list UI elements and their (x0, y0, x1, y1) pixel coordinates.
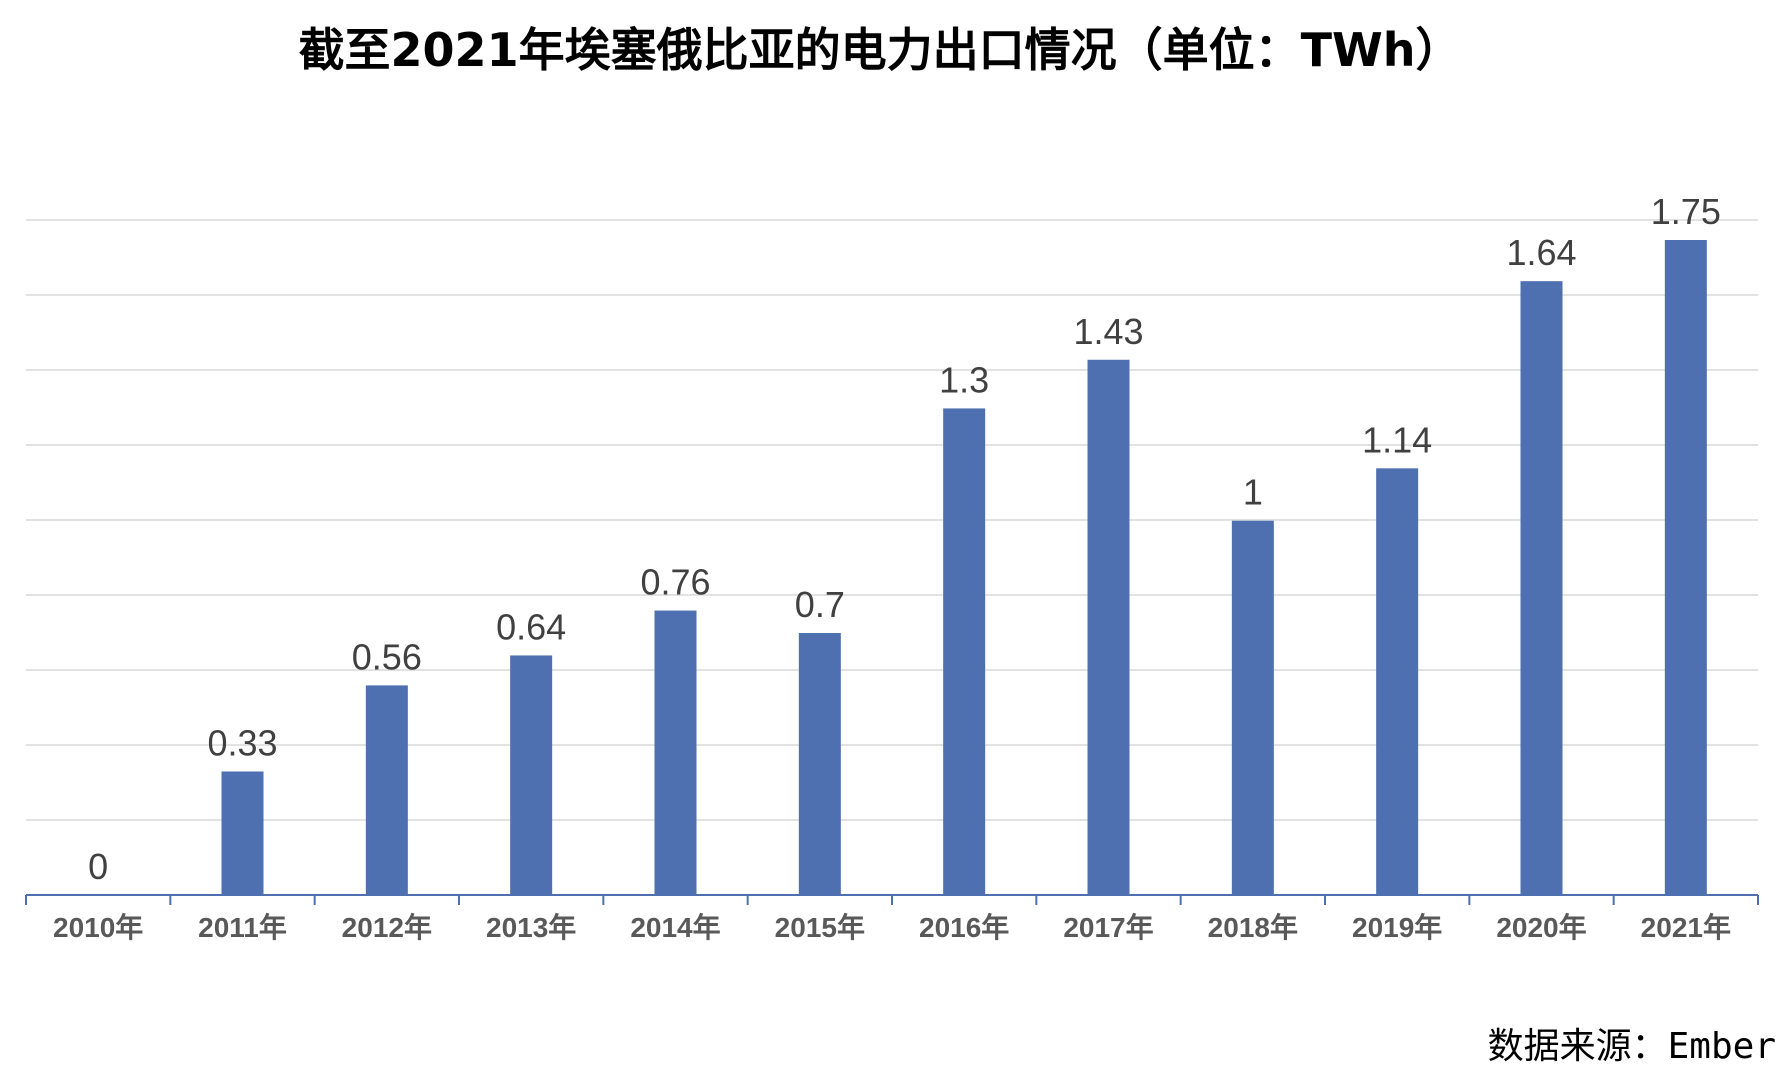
bar-2019年 (1376, 468, 1419, 895)
value-label: 0.33 (207, 722, 277, 763)
x-tick-label: 2019年 (1352, 911, 1442, 943)
bar-2021年 (1664, 240, 1707, 895)
value-label: 1.14 (1362, 419, 1432, 460)
bar-2015年 (798, 633, 841, 895)
value-label: 1.64 (1506, 232, 1576, 273)
x-tick-label: 2016年 (919, 911, 1009, 943)
source-note: 数据来源：Ember (1488, 1026, 1776, 1067)
chart-title: 截至2021年埃塞俄比亚的电力出口情况（单位：TWh） (299, 23, 1462, 77)
bar-2013年 (510, 655, 553, 895)
x-tick-label: 2012年 (342, 911, 432, 943)
x-tick-label: 2014年 (630, 911, 720, 943)
x-tick-label: 2017年 (1063, 911, 1153, 943)
value-label: 0 (88, 846, 108, 887)
bar-2017年 (1087, 359, 1130, 895)
bar-2018年 (1231, 520, 1274, 895)
bar-2016年 (943, 408, 986, 895)
value-label: 0.56 (352, 636, 422, 677)
bar-2020年 (1520, 281, 1563, 896)
bar-2014年 (654, 610, 697, 895)
value-label: 1.3 (939, 359, 989, 400)
value-label: 1.75 (1651, 191, 1721, 232)
value-label: 0.64 (496, 606, 566, 647)
value-label: 1 (1243, 472, 1263, 513)
value-label: 0.7 (795, 584, 845, 625)
x-tick-label: 2013年 (486, 911, 576, 943)
x-tick-label: 2018年 (1208, 911, 1298, 943)
x-tick-label: 2015年 (775, 911, 865, 943)
gridlines (26, 219, 1758, 821)
x-axis: 2010年 2011年 2012年 2013年 2014年 2015年 2016年 2017年… (25, 894, 1759, 943)
value-label: 1.43 (1073, 311, 1143, 352)
x-tick-label: 2011年 (198, 911, 287, 943)
x-tick-label: 2010年 (53, 911, 143, 943)
x-tick-label: 2020年 (1496, 911, 1586, 943)
bar-2012年 (365, 685, 408, 895)
value-labels: 0 0.33 0.56 0.64 0.76 0.7 1.3 1.43 1 1.14 1.64 1.75 (88, 191, 1721, 887)
bar-2011年 (221, 771, 264, 895)
value-label: 0.76 (640, 562, 710, 603)
x-tick-label: 2021年 (1641, 911, 1731, 943)
bars (221, 240, 1707, 896)
